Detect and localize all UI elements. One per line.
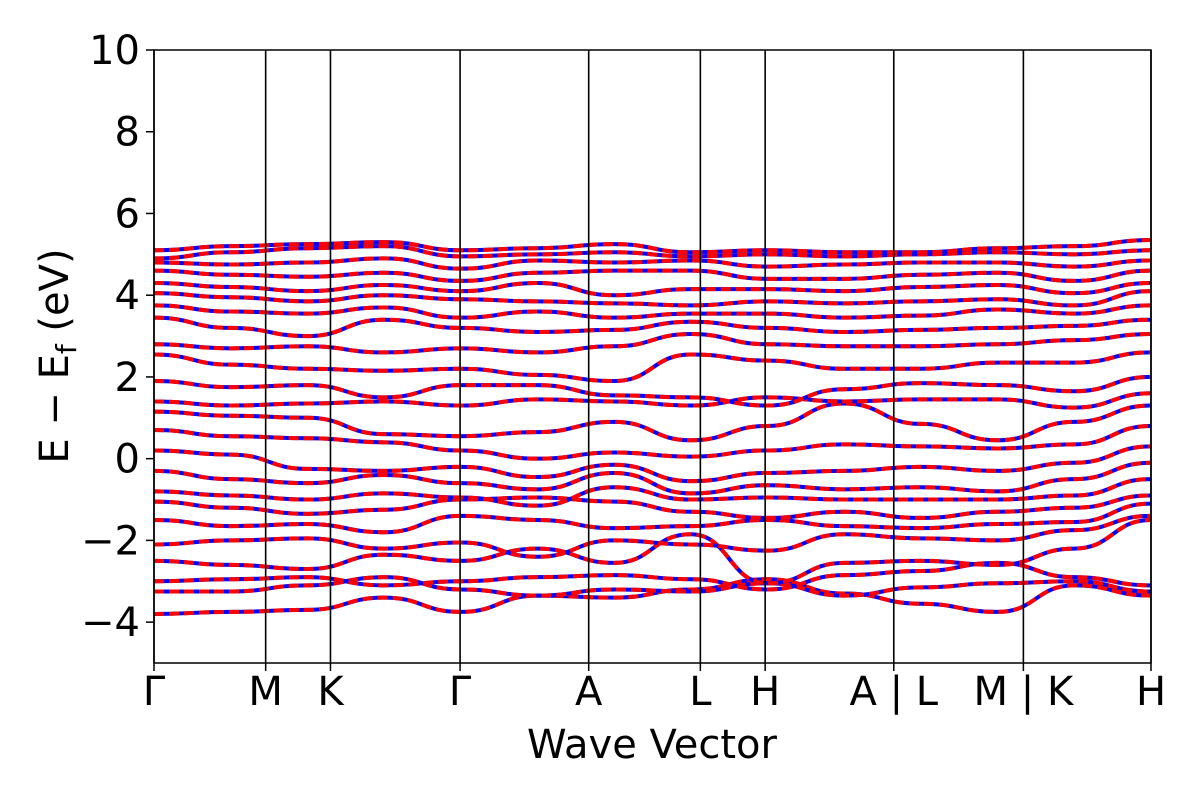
y-tick-label: −2	[81, 518, 140, 564]
x-tick-label: L	[689, 669, 712, 715]
band-line-spin-up	[153, 289, 1152, 308]
x-tick-label: Γ	[143, 669, 166, 715]
y-axis-label-subscript: f	[50, 343, 83, 354]
x-tick-label: M | K	[974, 669, 1075, 715]
band-line-spin-up	[154, 575, 1152, 598]
y-tick-label: 8	[115, 110, 140, 156]
band-line-spin-up	[153, 332, 1152, 355]
band-line-spin-down	[153, 444, 1152, 484]
band-line-spin-up	[153, 268, 1152, 283]
band-line-spin-up	[153, 517, 1152, 586]
y-tick-label: 4	[115, 273, 140, 319]
x-tick-label: A	[575, 669, 603, 715]
band-line-spin-up	[153, 460, 1152, 496]
x-tick-label: A | L	[849, 669, 938, 715]
band-line-spin-down	[153, 303, 1152, 320]
band-line-spin-up	[153, 280, 1152, 298]
x-tick-label: Γ	[449, 669, 472, 715]
band-line-spin-up	[153, 374, 1152, 408]
band-line-spin-up	[153, 244, 1152, 261]
y-tick-label: −4	[81, 600, 140, 646]
band-line-spin-up	[153, 493, 1152, 520]
y-tick-label: 2	[115, 355, 140, 401]
band-line-spin-up	[153, 350, 1152, 384]
y-axis-label-suffix: (eV)	[32, 248, 78, 344]
band-line-spin-up	[153, 238, 1152, 255]
x-tick-label: K	[317, 669, 345, 715]
plot-frame	[153, 49, 1152, 664]
band-line-spin-up	[153, 501, 1152, 535]
band-line-spin-up	[153, 444, 1152, 484]
x-tick-label: M	[248, 669, 283, 715]
band-line-spin-up	[153, 315, 1152, 339]
y-axis-label-prefix: E − E	[32, 354, 78, 464]
x-tick-label: H	[750, 669, 780, 715]
band-line-spin-up	[153, 560, 1152, 592]
x-axis-label: Wave Vector	[527, 722, 778, 768]
band-line-spin-up	[153, 401, 1152, 443]
band-line-spin-up	[153, 477, 1152, 508]
bands	[153, 238, 1152, 616]
y-tick-marks	[146, 49, 154, 623]
y-tick-label: 0	[115, 437, 140, 483]
band-line-spin-up	[153, 303, 1152, 320]
band-line-spin-down	[153, 401, 1152, 443]
x-tick-label: H	[1136, 669, 1166, 715]
y-tick-label: 10	[89, 28, 140, 74]
band-line-spin-down	[153, 517, 1152, 586]
band-line-spin-up	[153, 513, 1152, 559]
y-tick-labels: −4 −2 0 2 4 6 8 10	[81, 28, 140, 646]
y-axis-label: E − Ef (eV)	[32, 248, 83, 463]
y-tick-label: 6	[115, 191, 140, 237]
band-line-spin-up	[153, 423, 1152, 461]
band-line-spin-up	[153, 256, 1152, 271]
band-line-spin-up	[153, 391, 1152, 410]
